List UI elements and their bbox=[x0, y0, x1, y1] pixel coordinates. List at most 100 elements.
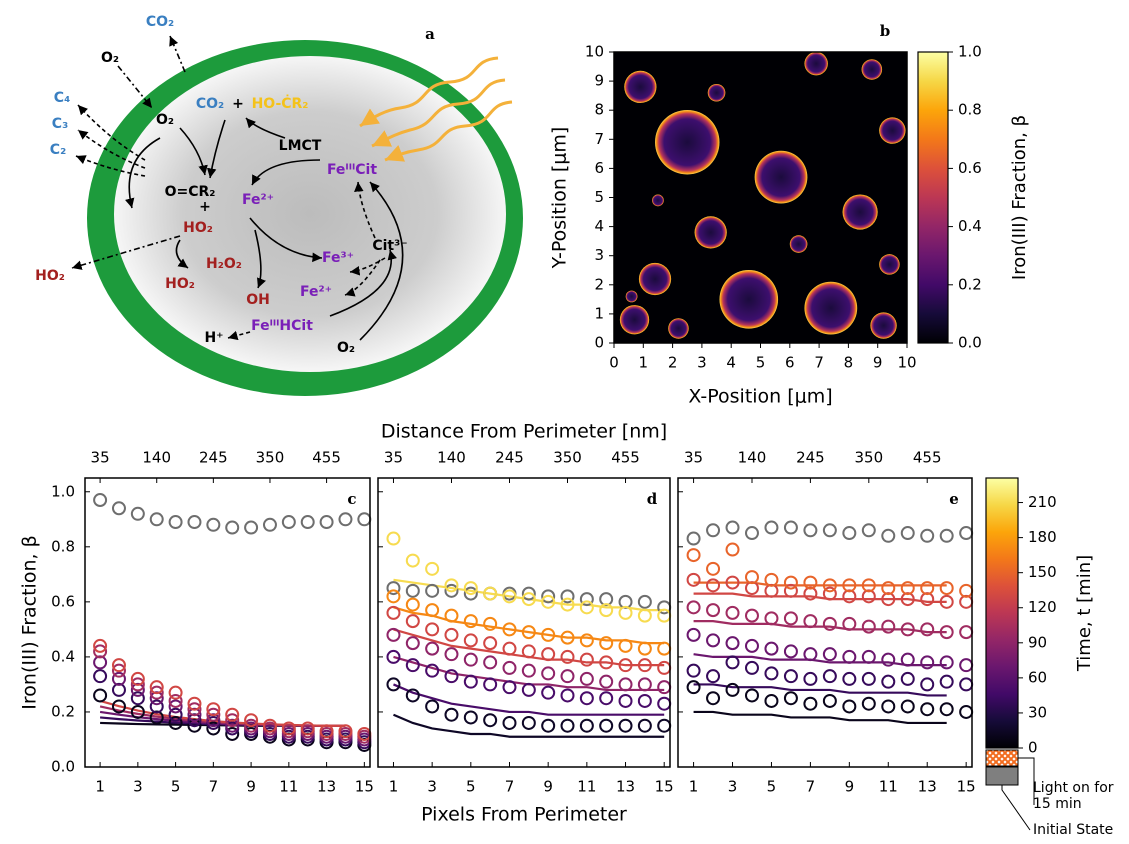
particle bbox=[879, 117, 905, 143]
x-tick-label: 7 bbox=[505, 778, 515, 796]
colorbar-tick-label: 180 bbox=[1028, 528, 1057, 546]
y-tick-label: 0 bbox=[594, 334, 604, 352]
colorbar-tick-label: 30 bbox=[1028, 703, 1047, 721]
panel-label: e bbox=[949, 490, 959, 508]
species-label: Cit³⁻ bbox=[372, 238, 407, 254]
x-tick-label: 15 bbox=[655, 778, 674, 796]
species-label: C₂ bbox=[50, 142, 66, 158]
y-tick-label: 0.8 bbox=[51, 537, 75, 555]
x2-tick-label: 140 bbox=[437, 449, 466, 467]
species-label: HO₂ bbox=[165, 276, 195, 292]
x2-tick-label: 140 bbox=[142, 449, 171, 467]
y-tick-label: 0.0 bbox=[51, 758, 75, 776]
x-tick-label: 11 bbox=[879, 778, 898, 796]
particle bbox=[870, 312, 896, 338]
particle bbox=[843, 194, 878, 229]
colorbar-tick-label: 120 bbox=[1028, 598, 1057, 616]
y-tick-label: 0.6 bbox=[51, 592, 75, 610]
x2-tick-label: 245 bbox=[796, 449, 825, 467]
x2-tick-label: 140 bbox=[738, 449, 767, 467]
species-label: H₂O₂ bbox=[206, 256, 242, 272]
particle bbox=[695, 216, 727, 248]
x-axis-label: X-Position [μm] bbox=[688, 386, 832, 408]
species-label: OH bbox=[246, 292, 270, 308]
x-tick-label: 7 bbox=[814, 354, 824, 372]
diagram: CO₂ O₂ C₄ C₃ C₂ O₂ CO₂ + HO-ĊR₂ LMCT Feᴵ… bbox=[35, 14, 523, 396]
colorbar-tick-label: 90 bbox=[1028, 633, 1047, 651]
x2-tick-label: 245 bbox=[495, 449, 524, 467]
panel-label: d bbox=[647, 490, 658, 508]
species-label: C₃ bbox=[52, 116, 68, 132]
x-tick-label: 5 bbox=[171, 778, 181, 796]
species-label: HO₂ bbox=[183, 220, 213, 236]
figure-canvas: CO₂ O₂ C₄ C₃ C₂ O₂ CO₂ + HO-ĊR₂ LMCT Feᴵ… bbox=[0, 0, 1129, 844]
x-tick-label: 3 bbox=[427, 778, 437, 796]
y-tick-label: 6 bbox=[594, 159, 604, 177]
x-tick-label: 15 bbox=[355, 778, 374, 796]
x-tick-label: 4 bbox=[726, 354, 736, 372]
particle bbox=[655, 110, 719, 174]
x-tick-label: 13 bbox=[616, 778, 635, 796]
x2-tick-label: 35 bbox=[384, 449, 403, 467]
y-tick-label: 5 bbox=[594, 188, 604, 206]
species-label: O₂ bbox=[156, 112, 174, 128]
x-tick-label: 5 bbox=[767, 778, 777, 796]
x2-tick-label: 35 bbox=[91, 449, 110, 467]
particle bbox=[708, 84, 726, 102]
x2-tick-label: 350 bbox=[553, 449, 582, 467]
plot-area bbox=[378, 478, 670, 767]
x2-tick-label: 350 bbox=[256, 449, 285, 467]
x-tick-label: 7 bbox=[806, 778, 816, 796]
x-tick-label: 3 bbox=[133, 778, 143, 796]
x2-tick-label: 245 bbox=[199, 449, 228, 467]
x2-tick-label: 455 bbox=[611, 449, 640, 467]
x-tick-label: 3 bbox=[697, 354, 707, 372]
y-tick-label: 1.0 bbox=[51, 482, 75, 500]
x-tick-label: 9 bbox=[543, 778, 553, 796]
y-axis-label: Iron(III) Fraction, β bbox=[19, 535, 41, 709]
y-tick-label: 10 bbox=[585, 43, 604, 61]
x-tick-label: 8 bbox=[844, 354, 854, 372]
x-tick-label: 1 bbox=[389, 778, 399, 796]
x-tick-label: 6 bbox=[785, 354, 795, 372]
x2-tick-label: 35 bbox=[684, 449, 703, 467]
particle bbox=[620, 305, 649, 334]
x2-tick-label: 455 bbox=[312, 449, 341, 467]
particle bbox=[719, 270, 778, 329]
x-tick-label: 13 bbox=[317, 778, 336, 796]
particle bbox=[804, 282, 857, 335]
species-label: FeᴵᴵᴵCit bbox=[327, 162, 377, 178]
particle bbox=[624, 71, 656, 103]
species-label: H⁺ bbox=[204, 330, 223, 346]
x-tick-label: 11 bbox=[577, 778, 596, 796]
particle bbox=[879, 254, 900, 275]
particle bbox=[652, 195, 664, 207]
colorbar-tick-label: 0 bbox=[1028, 739, 1038, 757]
species-label: O₂ bbox=[337, 340, 355, 356]
x-axis-label: Pixels From Perimeter bbox=[421, 804, 627, 826]
x-tick-label: 5 bbox=[466, 778, 476, 796]
particle bbox=[626, 291, 638, 303]
colorbar-tick-label: 0.8 bbox=[958, 101, 982, 119]
panel-label: b bbox=[880, 22, 891, 40]
x-tick-label: 3 bbox=[728, 778, 738, 796]
species-label: + bbox=[199, 199, 211, 215]
colorbar-tick-label: 210 bbox=[1028, 493, 1057, 511]
light-on-swatch bbox=[986, 750, 1018, 766]
x-tick-label: 5 bbox=[756, 354, 766, 372]
species-label: FeᴵᴵᴵHCit bbox=[251, 318, 313, 334]
x-tick-label: 10 bbox=[897, 354, 916, 372]
x-tick-label: 7 bbox=[209, 778, 219, 796]
species-label: Fe²⁺ bbox=[300, 284, 332, 300]
species-label: HO₂ bbox=[35, 268, 65, 284]
colorbar bbox=[918, 52, 948, 343]
y-tick-label: 9 bbox=[594, 72, 604, 90]
particle bbox=[639, 263, 671, 295]
x-tick-label: 15 bbox=[957, 778, 976, 796]
leader-line bbox=[1002, 785, 1030, 830]
y-tick-label: 3 bbox=[594, 246, 604, 264]
particle bbox=[755, 151, 808, 204]
panel-label: a bbox=[425, 25, 435, 43]
y-axis-label: Y-Position [μm] bbox=[549, 127, 571, 270]
x-tick-label: 1 bbox=[95, 778, 105, 796]
